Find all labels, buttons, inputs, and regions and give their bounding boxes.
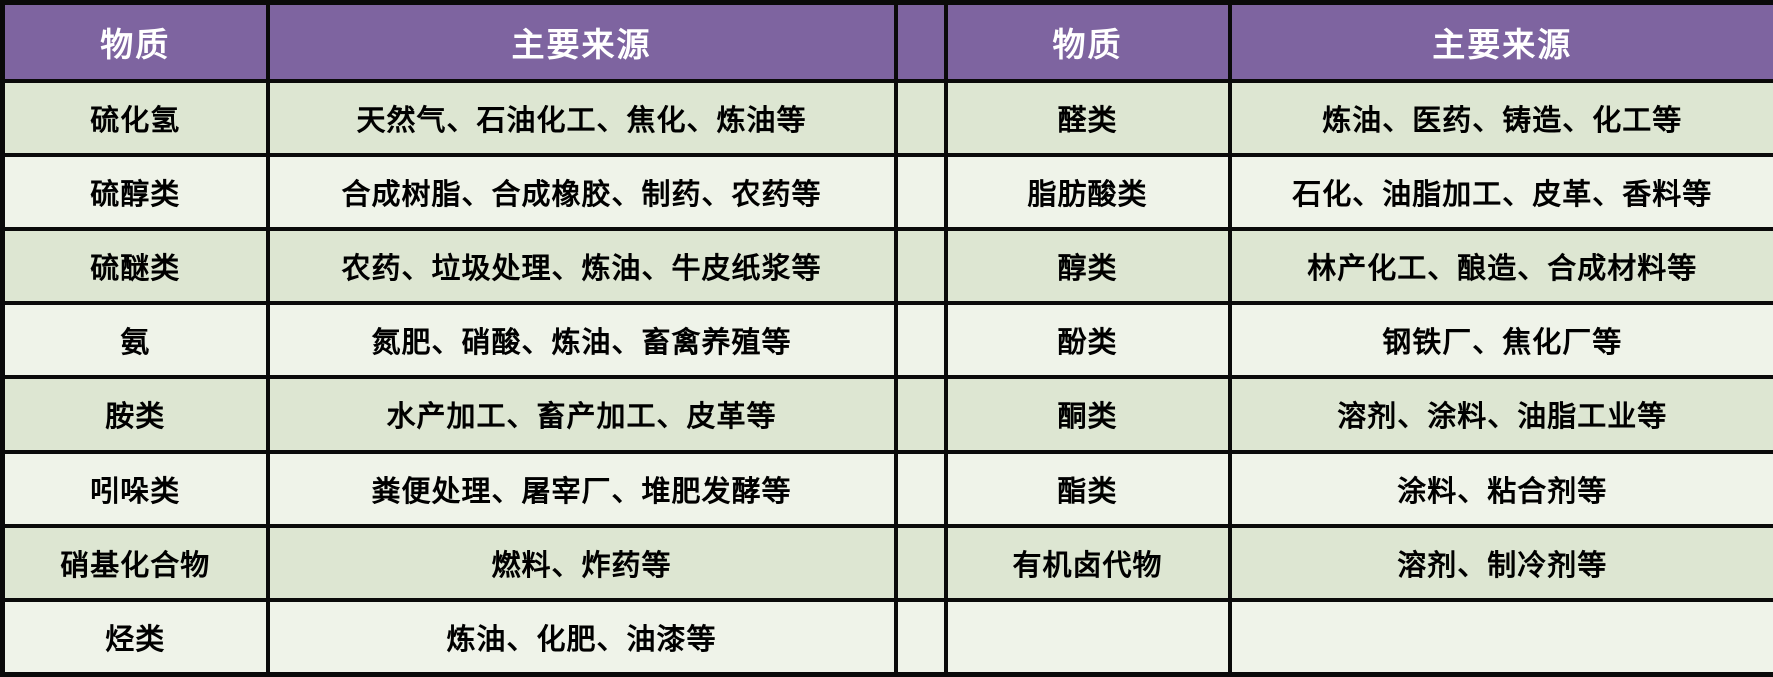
source-cell: 天然气、石油化工、焦化、炼油等 [265,78,898,158]
header-spacer [893,0,948,83]
header-substance-left: 物质 [0,0,270,83]
table-row: 吲哚类 粪便处理、屠宰厂、堆肥发酵等 酯类 涂料、粘合剂等 [0,449,1773,528]
source-cell: 炼油、化肥、油漆等 [265,597,898,677]
header-source-left: 主要来源 [265,0,898,83]
substance-cell: 醇类 [943,227,1232,306]
substance-cell: 胺类 [0,375,270,454]
spacer-cell [893,449,948,528]
substance-cell: 酯类 [943,449,1232,528]
header-source-right: 主要来源 [1227,0,1773,83]
spacer-cell [893,227,948,306]
table-row: 烃类 炼油、化肥、油漆等 [0,597,1773,677]
table-row: 氨 氮肥、硝酸、炼油、畜禽养殖等 酚类 钢铁厂、焦化厂等 [0,301,1773,380]
source-cell: 石化、油脂加工、皮革、香料等 [1227,153,1773,232]
source-cell: 林产化工、酿造、合成材料等 [1227,227,1773,306]
table-row: 硫化氢 天然气、石油化工、焦化、炼油等 醛类 炼油、医药、铸造、化工等 [0,78,1773,158]
table-row: 硫醇类 合成树脂、合成橡胶、制药、农药等 脂肪酸类 石化、油脂加工、皮革、香料等 [0,153,1773,232]
spacer-cell [893,523,948,602]
substance-cell: 酮类 [943,375,1232,454]
spacer-cell [893,301,948,380]
source-cell: 粪便处理、屠宰厂、堆肥发酵等 [265,449,898,528]
source-cell: 钢铁厂、焦化厂等 [1227,301,1773,380]
spacer-cell [893,78,948,158]
substance-cell: 有机卤代物 [943,523,1232,602]
table-row: 胺类 水产加工、畜产加工、皮革等 酮类 溶剂、涂料、油脂工业等 [0,375,1773,454]
spacer-cell [893,375,948,454]
source-cell: 合成树脂、合成橡胶、制药、农药等 [265,153,898,232]
substance-cell: 硝基化合物 [0,523,270,602]
source-cell: 农药、垃圾处理、炼油、牛皮纸浆等 [265,227,898,306]
substance-cell: 烃类 [0,597,270,677]
substance-cell: 脂肪酸类 [943,153,1232,232]
source-cell: 炼油、医药、铸造、化工等 [1227,78,1773,158]
substance-cell: 醛类 [943,78,1232,158]
source-cell [1227,597,1773,677]
substance-cell [943,597,1232,677]
substance-cell: 硫醇类 [0,153,270,232]
table-row: 硝基化合物 燃料、炸药等 有机卤代物 溶剂、制冷剂等 [0,523,1773,602]
spacer-cell [893,153,948,232]
table-row: 硫醚类 农药、垃圾处理、炼油、牛皮纸浆等 醇类 林产化工、酿造、合成材料等 [0,227,1773,306]
header-substance-right: 物质 [943,0,1232,83]
source-cell: 溶剂、制冷剂等 [1227,523,1773,602]
source-cell: 氮肥、硝酸、炼油、畜禽养殖等 [265,301,898,380]
header-row: 物质 主要来源 物质 主要来源 [0,0,1773,83]
source-cell: 燃料、炸药等 [265,523,898,602]
source-cell: 水产加工、畜产加工、皮革等 [265,375,898,454]
substance-cell: 酚类 [943,301,1232,380]
substance-cell: 硫醚类 [0,227,270,306]
substance-cell: 硫化氢 [0,78,270,158]
source-cell: 溶剂、涂料、油脂工业等 [1227,375,1773,454]
substance-cell: 吲哚类 [0,449,270,528]
source-cell: 涂料、粘合剂等 [1227,449,1773,528]
substance-cell: 氨 [0,301,270,380]
spacer-cell [893,597,948,677]
